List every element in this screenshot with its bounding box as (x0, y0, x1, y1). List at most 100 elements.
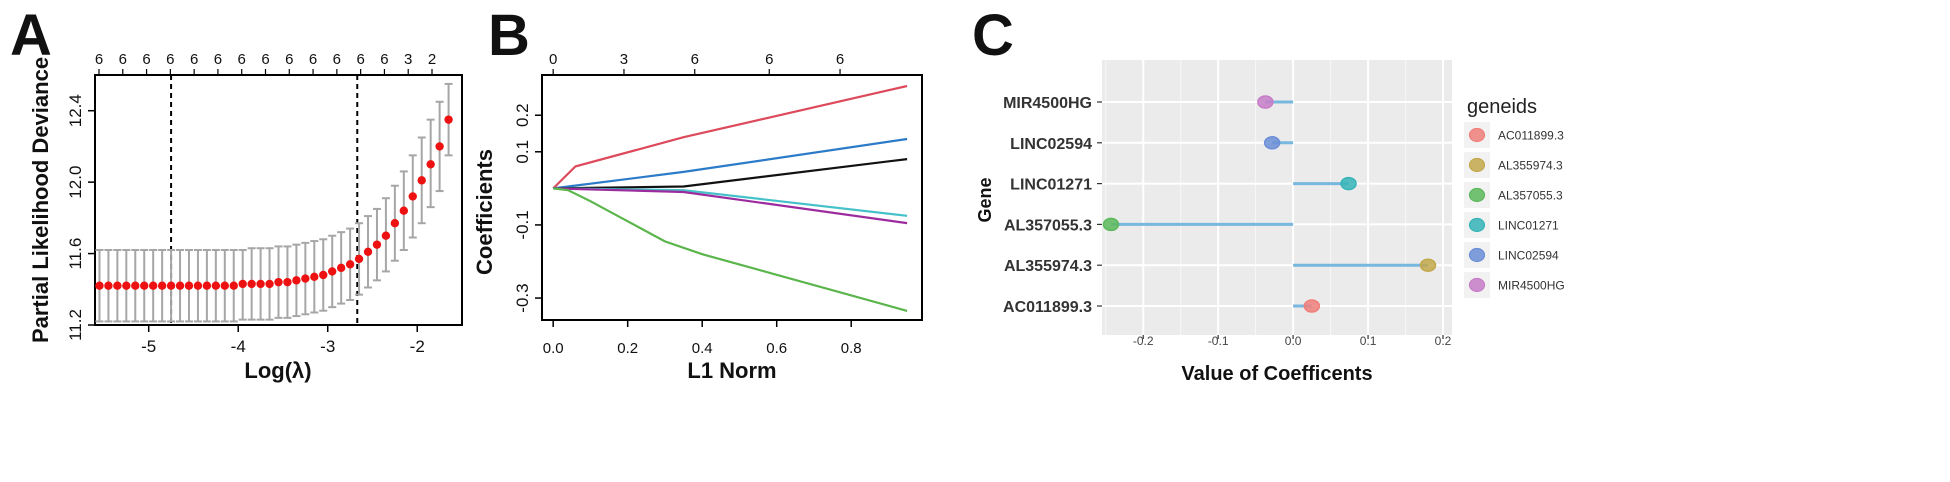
deviance-point (122, 281, 131, 290)
y-tick-label: 0.2 (513, 103, 532, 127)
y-tick-label: 0.1 (513, 140, 532, 164)
legend-title: geneids (1467, 96, 1537, 118)
x-tick-label: -3 (320, 337, 335, 356)
gene-label: LINC02594 (1010, 136, 1092, 153)
deviance-point (328, 267, 337, 276)
x-tick-label: 0.8 (841, 340, 862, 357)
plot-frame-b (541, 74, 923, 321)
legend-swatch (1468, 157, 1486, 173)
top-count-label: 6 (380, 51, 388, 68)
deviance-point (301, 274, 310, 283)
y-tick-label: 11.2 (66, 309, 85, 341)
plot-frame-a (94, 74, 463, 326)
y-tick-label: 12.0 (66, 166, 85, 199)
y-axis-ticks-b: 0.2 0.1 -0.1 -0.3 (513, 103, 542, 313)
x-tick-label: 0.4 (692, 340, 713, 357)
top-count-label: 6 (142, 51, 150, 68)
deviance-point (283, 277, 292, 287)
deviance-point (113, 281, 122, 290)
top-count-label: 6 (190, 51, 198, 68)
x-tick-label: 0.0 (543, 340, 564, 357)
x-tick-label: -2 (410, 337, 425, 356)
lollipop-point (1340, 176, 1357, 191)
legend-swatch (1468, 247, 1486, 263)
plot-background-c (1102, 60, 1452, 335)
top-count-label: 6 (285, 51, 293, 68)
top-count-label: 6 (238, 51, 246, 68)
deviance-point (399, 206, 409, 215)
deviance-point (247, 279, 256, 289)
x-axis-title-b: L1 Norm (687, 358, 776, 383)
y-axis-title-c: Gene (975, 177, 995, 222)
y-axis-title-a: Partial Likelihood Deviance (28, 57, 53, 343)
deviance-point (166, 281, 176, 290)
y-tick-label: 12.4 (66, 94, 85, 127)
x-tick-label: 0.6 (766, 340, 787, 357)
legend-label: AL357055.3 (1498, 189, 1563, 203)
y-axis-title-b: Coefficients (472, 149, 497, 275)
coefficient-paths (552, 84, 908, 312)
deviance-point (95, 281, 104, 290)
x-tick-label: 0.2 (1435, 334, 1452, 348)
top-count-label: 6 (691, 51, 699, 68)
gene-label: LINC01271 (1010, 177, 1092, 194)
deviance-point (104, 281, 113, 290)
deviance-point (202, 281, 212, 290)
legend-label: AC011899.3 (1498, 129, 1564, 143)
top-count-label: 6 (119, 51, 127, 68)
legend-swatch (1468, 217, 1486, 233)
lollipop-point (1263, 136, 1281, 150)
top-count-label: 6 (261, 51, 269, 68)
deviance-point (229, 281, 238, 290)
deviance-point (292, 276, 301, 285)
deviance-point (274, 277, 283, 287)
x-tick-label: -5 (141, 337, 156, 356)
x-axis-ticks-b: 0.0 0.2 0.4 0.6 0.8 (543, 320, 862, 357)
x-tick-label: 0.2 (617, 340, 638, 357)
top-count-label: 3 (620, 51, 628, 68)
legend: AC011899.3 AL355974.3 AL357055.3 LINC01271 L… (1464, 122, 1565, 298)
top-count-label: 0 (549, 51, 557, 68)
coefficient-path (553, 187, 908, 225)
x-axis-title-a: Log(λ) (244, 358, 311, 383)
deviance-point (381, 231, 391, 240)
lollipop-point (1303, 299, 1321, 313)
top-count-label: 6 (95, 51, 103, 68)
coefficient-path (553, 187, 908, 217)
x-tick-label: -4 (231, 337, 246, 356)
coefficient-path (553, 158, 908, 190)
deviance-point (148, 281, 158, 290)
deviance-point (319, 270, 328, 280)
deviance-point (444, 115, 453, 124)
deviance-point (408, 192, 417, 201)
deviance-point (184, 281, 194, 290)
deviance-point (265, 279, 274, 289)
deviance-point (220, 281, 229, 290)
top-count-label: 6 (309, 51, 317, 68)
x-axis-ticks-a: -5 -4 -3 -2 (141, 325, 425, 356)
lollipop-point (1419, 258, 1437, 272)
x-axis-title-c: Value of Coefficents (1181, 363, 1372, 385)
deviance-point (345, 260, 355, 269)
top-count-label: 6 (836, 51, 844, 68)
deviance-point (354, 254, 364, 264)
top-axis-counts-b: 0 3 6 6 6 (549, 51, 844, 75)
top-count-label: 6 (333, 51, 341, 68)
top-count-label: 6 (765, 51, 773, 68)
x-tick-label: 0.0 (1285, 334, 1302, 348)
top-count-label: 6 (166, 51, 174, 68)
deviance-point (238, 279, 247, 289)
panel-b: B L1 Norm Coefficients 0.0 0.2 0.4 0.6 0.8 0… (472, 3, 923, 383)
legend-label: AL355974.3 (1498, 159, 1563, 173)
gene-label: MIR4500HG (1003, 95, 1092, 112)
deviance-point (426, 160, 435, 169)
gene-labels: MIR4500HG LINC02594 LINC01271 AL357055.3 AL3… (1003, 95, 1102, 316)
coefficient-path (553, 137, 908, 190)
x-tick-label: -0.1 (1208, 334, 1229, 348)
panel-a: A Log(λ) Partial Likelihood Deviance -5-… (10, 3, 463, 383)
gene-label: AL357055.3 (1004, 217, 1092, 234)
deviance-point (372, 240, 382, 249)
legend-label: MIR4500HG (1498, 279, 1565, 293)
lollipop-points (1102, 95, 1437, 313)
deviance-point (157, 281, 167, 290)
